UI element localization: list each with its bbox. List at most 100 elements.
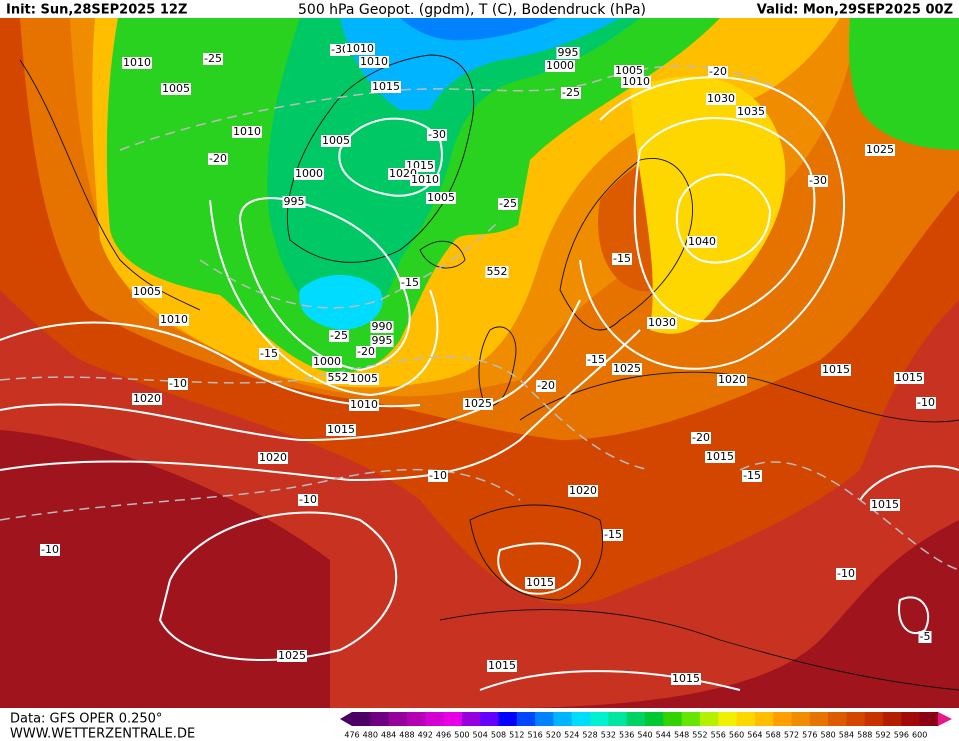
- contour-label: 1000: [312, 355, 342, 368]
- colorbar-label: 600: [912, 731, 927, 740]
- contour-label-text: 1005: [133, 285, 161, 298]
- contour-label-box: [161, 83, 191, 95]
- contour-label: 1015: [671, 672, 701, 685]
- isobar: [633, 116, 816, 323]
- colorbar-swatch: [461, 712, 481, 726]
- contour-label: 1015: [894, 371, 924, 384]
- isobar: [497, 542, 582, 595]
- contour-label: -20: [691, 431, 711, 444]
- colorbar-swatch: [535, 712, 554, 726]
- colorbar-swatch: [590, 712, 609, 726]
- header-bar: [0, 0, 959, 18]
- colorbar-label: 532: [601, 731, 616, 740]
- contour-label-box: [485, 266, 509, 278]
- contour-label: 1015: [525, 576, 555, 589]
- field-green-east: [849, 18, 959, 150]
- contour-label: -10: [40, 543, 60, 556]
- contour-label-box: [132, 393, 162, 405]
- contour-label-box: [603, 529, 623, 541]
- contour-label-text: 1005: [322, 134, 350, 147]
- contour-label-box: [717, 374, 747, 386]
- contour-label-box: [159, 314, 189, 326]
- colorbar-swatch: [608, 712, 628, 726]
- contour-label: 1000: [545, 59, 575, 72]
- contour-label-text: 1015: [672, 672, 700, 685]
- contour-label-box: [647, 317, 677, 329]
- colorbar-label: 496: [436, 731, 451, 740]
- contour-label: -15: [259, 347, 279, 360]
- contour-label-text: -15: [401, 276, 419, 289]
- isobar: [675, 173, 772, 264]
- contour-label-box: [808, 175, 828, 187]
- colorbar-swatch: [480, 712, 499, 726]
- isotherm: [0, 356, 651, 471]
- contour-label: 552: [485, 265, 509, 278]
- coast-greenland: [286, 54, 474, 263]
- contour-label: -5: [918, 630, 932, 643]
- contour-label-box: [203, 53, 223, 65]
- colorbar-label: 596: [894, 731, 909, 740]
- contour-label-text: 1020: [718, 373, 746, 386]
- contour-label-box: [349, 399, 379, 411]
- colorbar-swatch: [736, 712, 756, 726]
- contour-label-box: [865, 144, 895, 156]
- contour-label-text: 1025: [613, 362, 641, 375]
- contour-label: -10: [836, 567, 856, 580]
- colorbar-swatch: [370, 712, 390, 726]
- contour-label: 1005: [132, 285, 162, 298]
- contour-label-text: -25: [499, 197, 517, 210]
- contour-label-box: [282, 196, 306, 208]
- coast-britain: [478, 326, 517, 407]
- contour-label-box: [498, 198, 518, 210]
- colorbar-label: 584: [839, 731, 854, 740]
- contour-label-box: [132, 286, 162, 298]
- isobar: [859, 465, 959, 501]
- contour-label-box: [321, 135, 351, 147]
- contour-label-box: [894, 372, 924, 384]
- colorbar-swatch: [443, 712, 463, 726]
- contour-label-text: 1000: [295, 167, 323, 180]
- contour-label-box: [370, 335, 394, 347]
- contour-label: -25: [561, 86, 581, 99]
- contour-label-text: -20: [357, 345, 375, 358]
- contour-label-box: [736, 106, 766, 118]
- contour-label-text: -10: [41, 543, 59, 556]
- contour-label: -10: [298, 493, 318, 506]
- isotherm: [739, 461, 959, 571]
- contour-label-text: 1025: [866, 143, 894, 156]
- contour-label-box: [614, 65, 644, 77]
- contour-label: 1020: [132, 392, 162, 405]
- contour-label-text: 552: [487, 265, 508, 278]
- contour-label-text: 1010: [123, 56, 151, 69]
- contour-label-text: 1035: [737, 105, 765, 118]
- contour-label: 1035: [736, 105, 766, 118]
- field-blue-deep: [400, 18, 560, 41]
- colorbar-swatch: [663, 712, 683, 726]
- coast-africa: [439, 609, 959, 691]
- colorbar-swatch: [883, 712, 902, 726]
- isobar: [0, 329, 641, 482]
- contour-label: 1000: [294, 167, 324, 180]
- contour-label: 995: [370, 334, 394, 347]
- isobar: [209, 199, 439, 397]
- contour-label: -30: [330, 43, 350, 56]
- contour-label: 1010: [359, 55, 389, 68]
- contour-label-box: [561, 87, 581, 99]
- contour-label-box: [294, 168, 324, 180]
- contour-label-text: 1020: [259, 451, 287, 464]
- contour-label: -20: [536, 379, 556, 392]
- colorbar-label: 580: [820, 731, 835, 740]
- contour-label-box: [545, 60, 575, 72]
- contour-label-box: [410, 174, 440, 186]
- contour-label-text: 1020: [569, 484, 597, 497]
- field-cyan: [299, 275, 383, 330]
- colorbar-label: 560: [729, 731, 744, 740]
- contour-label: 1015: [371, 80, 401, 93]
- contour-label: 1015: [870, 498, 900, 511]
- colorbar: 476 480 484 488 492 496 500 504 508 512 516 520 524 5…: [340, 712, 952, 740]
- contour-label-box: [259, 348, 279, 360]
- contour-label-text: 1005: [615, 64, 643, 77]
- colorbar-swatch: [425, 712, 445, 726]
